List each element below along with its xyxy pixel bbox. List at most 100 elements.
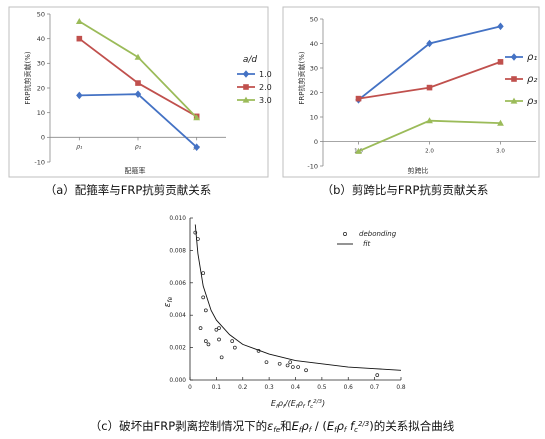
chart-0-series-2-point	[134, 53, 142, 60]
chart-2-scatter-point	[201, 295, 206, 300]
chart-0-series-0-point	[193, 143, 200, 151]
chart-2-scatter-point	[304, 368, 308, 373]
chart-0-series-2-point	[75, 18, 83, 24]
chart-2-scatter-point	[230, 339, 235, 343]
chart-0-y-tick-label: -10	[34, 158, 45, 166]
chart-b-frame	[282, 6, 540, 178]
chart-2-scatter-point	[375, 373, 380, 377]
chart-0-legend-marker	[242, 70, 250, 78]
chart-1-legend-marker	[511, 76, 517, 82]
chart-0-series-0-point	[76, 91, 83, 100]
chart-2-fit-curve	[194, 224, 402, 371]
chart-1-legend-label: ρ₂	[527, 74, 537, 85]
chart-2-scatter-point	[264, 360, 269, 365]
chart-0-y-tick-label: 10	[37, 109, 45, 117]
chart-0-y-tick-label: 50	[37, 10, 45, 18]
chart-0-series-2-point	[193, 114, 201, 121]
chart-2-x-tick-label: 0.3	[265, 385, 275, 391]
chart-1-y-tick-label: 0	[314, 138, 318, 146]
chart-1-series-2-point	[355, 147, 362, 154]
chart-0-legend-label: 2.0	[259, 83, 272, 92]
chart-2-scatter-point	[296, 365, 300, 369]
chart-1-legend-marker	[510, 53, 518, 61]
chart-2-scatter-point	[285, 363, 290, 368]
chart-0-y-tick-label: 0	[41, 134, 45, 142]
caption-c: （c）破坏由FRP剥离控制情况下的εfe和Efρf / (Efρf fc2/3)…	[90, 419, 455, 434]
chart-2-y-tick-label: 0.008	[169, 248, 186, 254]
chart-0-series-0-point	[134, 90, 142, 98]
chart-c-ylabel: εfe	[163, 296, 174, 307]
chart-a: -1001020304050ρ₁ρ₂ρ₃ FRP抗剪贡献(%) 配箍率 a/d …	[8, 6, 272, 178]
chart-b-xlabel: 剪跨比	[408, 166, 429, 175]
chart-1-series-0-point	[426, 39, 433, 48]
chart-2-x-tick-label: 0.7	[370, 385, 380, 391]
chart-2-y-tick-label: 0.006	[169, 281, 186, 287]
chart-1-y-tick-label: 10	[310, 113, 318, 121]
chart-2-legend-marker	[343, 232, 347, 236]
chart-0-y-tick-label: 20	[37, 84, 45, 92]
chart-2-legend-label: fit	[363, 240, 371, 248]
chart-0-y-tick-label: 30	[37, 60, 45, 68]
chart-0-legend-marker	[242, 96, 250, 103]
chart-1-legend-label: ρ₁	[527, 52, 537, 63]
chart-2-scatter-point	[217, 326, 221, 331]
chart-2-scatter-point	[219, 355, 224, 360]
chart-2-x-tick-label: 0.8	[396, 385, 406, 391]
chart-0-y-tick-label: 40	[37, 35, 45, 43]
chart-0-series-1-point	[135, 80, 141, 86]
chart-2-scatter-point	[288, 360, 293, 365]
chart-2-x-tick-label: 0	[188, 385, 192, 391]
chart-2-x-tick-label: 0.4	[291, 385, 301, 391]
chart-c-xlabel: Efρf/(Efρf fc2/3)	[271, 399, 325, 410]
chart-b: -10010203040501.02.03.0 FRP抗剪贡献(%) 剪跨比 ρ…	[282, 6, 540, 178]
chart-2-scatter-point	[214, 327, 219, 332]
chart-0-category-label: ρ₁	[76, 143, 83, 150]
chart-1-series-2-point	[426, 117, 433, 124]
chart-2-y-tick-label: 0.004	[169, 313, 186, 319]
chart-1-y-tick-label: 20	[310, 89, 318, 97]
chart-0-legend-label: 3.0	[259, 96, 272, 105]
chart-1-series-0-point	[497, 22, 504, 31]
chart-2-y-tick-label: 0.000	[169, 378, 186, 384]
chart-a-legend-title: a/d	[243, 55, 258, 65]
chart-2-x-tick-label: 0.5	[317, 385, 327, 391]
chart-1-series-1-point	[497, 59, 504, 65]
chart-2-scatter-point	[203, 339, 208, 343]
chart-1-series-1-point	[426, 84, 433, 91]
chart-0-series-1-point	[76, 35, 83, 42]
chart-c: 0.000 0.002 0.004 0.006 0.008 0.010 0 0.1 0.2 0.3…	[163, 216, 406, 410]
chart-2-scatter-point	[277, 361, 282, 366]
chart-1-y-tick-label: -10	[307, 162, 318, 170]
caption-a: （a）配箍率与FRP抗剪贡献关系	[45, 183, 212, 197]
chart-2-scatter-point	[291, 365, 295, 369]
chart-2-x-tick-label: 0.2	[238, 385, 248, 391]
chart-1-y-tick-label: 40	[310, 40, 318, 48]
chart-2-x-tick-label: 0.6	[344, 385, 354, 391]
chart-2-scatter-point	[203, 308, 208, 313]
chart-2-scatter-point	[201, 271, 206, 275]
chart-b-ylabel: FRP抗剪贡献(%)	[297, 51, 306, 104]
chart-2-scatter-point	[206, 342, 211, 347]
chart-a-xlabel: 配箍率	[125, 166, 146, 175]
chart-1-y-tick-label: 30	[310, 64, 318, 72]
chart-1-series-2-point	[497, 119, 504, 126]
chart-a-ylabel: FRP抗剪贡献(%)	[23, 51, 32, 104]
chart-1-legend-marker	[510, 97, 518, 104]
chart-2-scatter-point	[217, 337, 221, 342]
chart-2-x-tick-label: 0.1	[212, 385, 222, 391]
chart-1-category-label: 2.0	[425, 149, 434, 155]
chart-1-category-label: 3.0	[496, 149, 505, 155]
chart-1-legend-label: ρ₃	[527, 96, 537, 107]
chart-2-y-tick-label: 0.002	[169, 346, 186, 352]
chart-2-scatter-point	[198, 326, 203, 331]
chart-1-y-tick-label: 50	[310, 15, 318, 23]
chart-2-legend-label: debonding	[359, 230, 397, 238]
chart-0-legend-marker	[243, 84, 249, 90]
chart-2-y-tick-label: 0.010	[169, 216, 186, 222]
chart-0-category-label: ρ₂	[135, 143, 142, 150]
chart-0-legend-label: 1.0	[259, 70, 272, 79]
caption-b: （b）剪跨比与FRP抗剪贡献关系	[322, 183, 489, 197]
chart-2-scatter-point	[232, 345, 237, 350]
chart-1-series-1-point	[355, 95, 362, 102]
